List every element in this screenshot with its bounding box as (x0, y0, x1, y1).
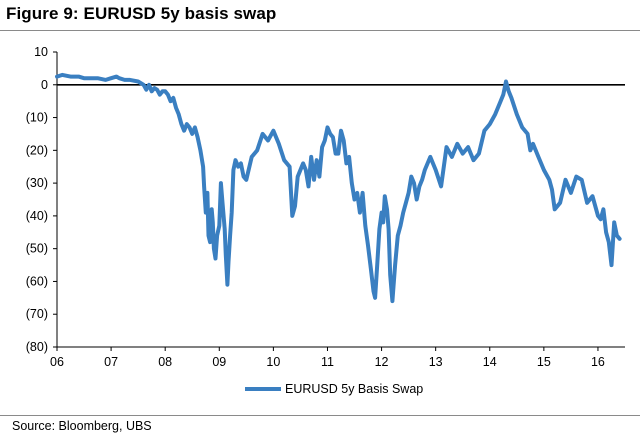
x-tick-label: 12 (375, 355, 389, 369)
y-tick-label: (50) (26, 242, 48, 256)
chart-axes: 10 0 (10) (20) (30) (40) (50) (60) (70) (80)06 07 0… (26, 45, 625, 369)
x-tick-label: 08 (158, 355, 172, 369)
source-divider (0, 415, 640, 416)
y-tick-label: 10 (34, 45, 48, 59)
line-chart: 10 0 (10) (20) (30) (40) (50) (60) (70) (80)06 07 0… (26, 45, 625, 396)
figure-title: Figure 9: EURUSD 5y basis swap (6, 4, 277, 23)
chart-legend: EURUSD 5y Basis Swap (245, 382, 423, 396)
x-tick-label: 10 (266, 355, 280, 369)
y-tick-label: (10) (26, 111, 48, 125)
y-tick-label: (40) (26, 209, 48, 223)
x-tick-label: 09 (212, 355, 226, 369)
title-divider (0, 30, 640, 31)
x-tick-label: 11 (321, 355, 334, 369)
x-tick-label: 13 (429, 355, 443, 369)
y-tick-label: (30) (26, 176, 48, 190)
legend-label: EURUSD 5y Basis Swap (285, 382, 423, 396)
y-tick-label: 0 (41, 78, 48, 92)
series-line (55, 72, 622, 304)
x-tick-label: 14 (483, 355, 497, 369)
x-tick-label: 07 (104, 355, 118, 369)
x-tick-label: 06 (50, 355, 64, 369)
y-tick-label: (80) (26, 340, 48, 354)
y-tick-label: (20) (26, 143, 48, 157)
x-tick-label: 15 (537, 355, 551, 369)
x-tick-label: 16 (591, 355, 605, 369)
y-tick-label: (70) (26, 307, 48, 321)
source-note: Source: Bloomberg, UBS (12, 419, 152, 433)
y-tick-label: (60) (26, 274, 48, 288)
series-lines (55, 72, 622, 304)
